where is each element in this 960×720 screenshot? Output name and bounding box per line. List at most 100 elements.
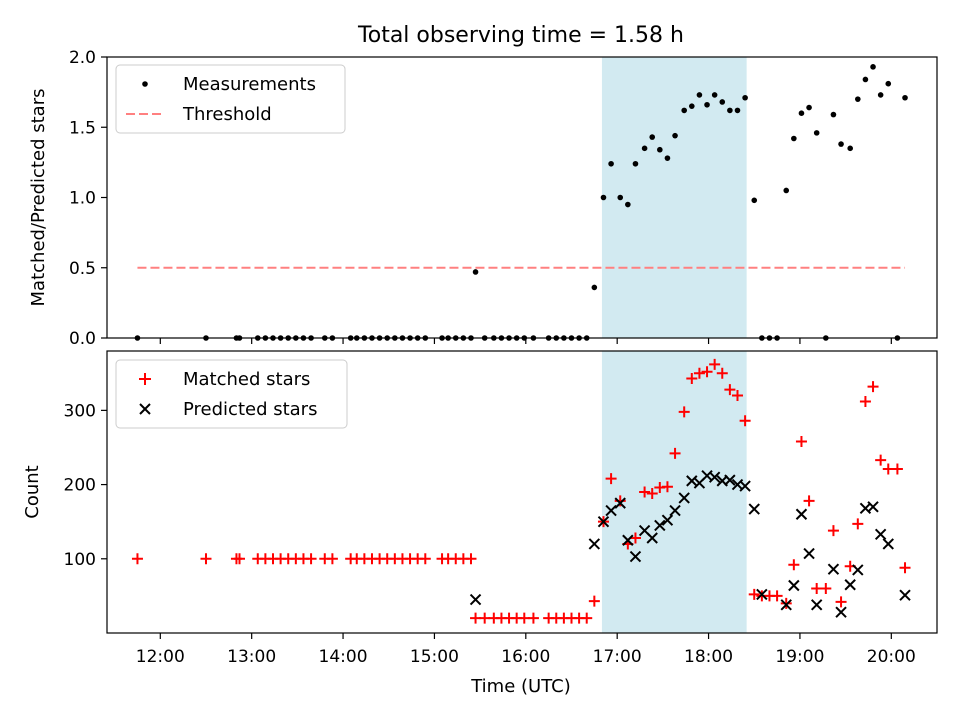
x-tick-label: 19:00 xyxy=(775,647,824,667)
y-tick-label: 300 xyxy=(64,401,96,421)
legend-label: Threshold xyxy=(182,104,272,125)
data-point xyxy=(788,559,800,571)
data-point xyxy=(902,94,908,101)
data-point xyxy=(233,553,245,565)
data-point xyxy=(882,538,894,550)
y-axis-label: Count xyxy=(22,465,43,518)
data-point xyxy=(649,134,656,140)
data-point xyxy=(608,160,614,167)
data-point xyxy=(597,515,610,528)
data-point xyxy=(827,525,839,537)
chart-title: Total observing time = 1.58 h xyxy=(357,23,684,48)
data-point xyxy=(859,395,871,407)
data-point xyxy=(739,415,751,427)
data-point xyxy=(646,532,658,544)
legend-label: Matched stars xyxy=(183,369,310,390)
data-point xyxy=(899,589,911,601)
data-point xyxy=(622,534,634,546)
data-point xyxy=(689,103,695,109)
legend-box xyxy=(115,64,346,134)
data-point xyxy=(855,96,861,102)
x-tick-label: 14:00 xyxy=(319,647,368,667)
x-tick-label: 13:00 xyxy=(227,647,276,667)
data-point xyxy=(899,562,911,574)
bottom-series-matched-stars xyxy=(131,358,911,624)
data-point xyxy=(806,104,812,111)
data-point xyxy=(835,606,847,618)
data-point xyxy=(813,130,820,136)
data-point xyxy=(803,547,815,560)
y-tick-label: 0.0 xyxy=(69,329,96,349)
bottom-series-predicted-stars xyxy=(469,469,911,618)
data-point xyxy=(614,495,626,507)
bottom-axes-frame xyxy=(106,350,938,634)
data-point xyxy=(751,197,758,204)
data-point xyxy=(852,518,864,530)
bottom-panel: 100 200 300 12:00 13:00 14:00 15:00 16:00 17:00 1… xyxy=(22,350,938,667)
top-panel: 0.0 0.5 1.0 1.5 2.0 Matched/Predicted stars Me… xyxy=(28,48,938,349)
data-point xyxy=(326,553,338,565)
data-point xyxy=(591,284,598,291)
data-point xyxy=(810,599,823,611)
data-point xyxy=(734,107,741,114)
data-point xyxy=(605,473,617,485)
data-point xyxy=(646,487,658,499)
data-point xyxy=(629,532,641,544)
data-point xyxy=(724,384,736,396)
data-point xyxy=(748,588,760,600)
y-tick-label: 200 xyxy=(64,476,96,496)
data-point xyxy=(827,563,840,575)
data-point xyxy=(131,553,143,565)
x-tick-label: 16:00 xyxy=(501,647,550,667)
data-point xyxy=(678,492,690,504)
data-point xyxy=(748,503,760,515)
data-point xyxy=(669,447,681,459)
data-point xyxy=(791,135,797,142)
data-point xyxy=(874,528,887,541)
x-tick-label: 20:00 xyxy=(867,647,916,667)
data-point xyxy=(742,94,748,101)
data-point xyxy=(727,107,733,114)
legend-marker xyxy=(142,81,148,87)
y-tick-label: 100 xyxy=(64,550,96,570)
data-point xyxy=(847,145,853,152)
data-point xyxy=(771,590,783,602)
data-point xyxy=(711,92,718,98)
data-point xyxy=(678,406,690,418)
data-point xyxy=(664,155,671,161)
data-point xyxy=(654,519,666,532)
data-point xyxy=(696,92,703,98)
data-point xyxy=(862,76,869,83)
data-point xyxy=(844,579,856,591)
data-point xyxy=(681,107,687,114)
data-point xyxy=(870,64,876,70)
data-point xyxy=(877,92,884,98)
data-point xyxy=(625,201,631,208)
data-point xyxy=(708,471,721,483)
x-tick-label: 15:00 xyxy=(410,647,459,667)
data-point xyxy=(709,358,721,370)
data-point xyxy=(780,599,792,611)
x-axis-label: Time (UTC) xyxy=(470,676,571,697)
data-point xyxy=(632,160,639,167)
data-point xyxy=(788,579,800,592)
data-point xyxy=(588,538,601,550)
data-point xyxy=(724,474,736,486)
x-tick-label: 12:00 xyxy=(136,647,185,667)
data-point xyxy=(661,514,674,526)
data-point xyxy=(795,508,808,520)
data-point xyxy=(701,366,713,378)
data-point xyxy=(838,141,844,147)
top-observing-window-band xyxy=(601,57,747,338)
legend-marker xyxy=(139,403,151,415)
data-point xyxy=(581,612,593,624)
data-point xyxy=(798,110,805,116)
data-point xyxy=(756,588,768,601)
data-point xyxy=(672,132,678,139)
data-point xyxy=(472,269,479,275)
data-point xyxy=(835,596,847,608)
data-point xyxy=(867,381,879,393)
legend-label: Predicted stars xyxy=(183,399,317,420)
data-point xyxy=(305,553,317,565)
